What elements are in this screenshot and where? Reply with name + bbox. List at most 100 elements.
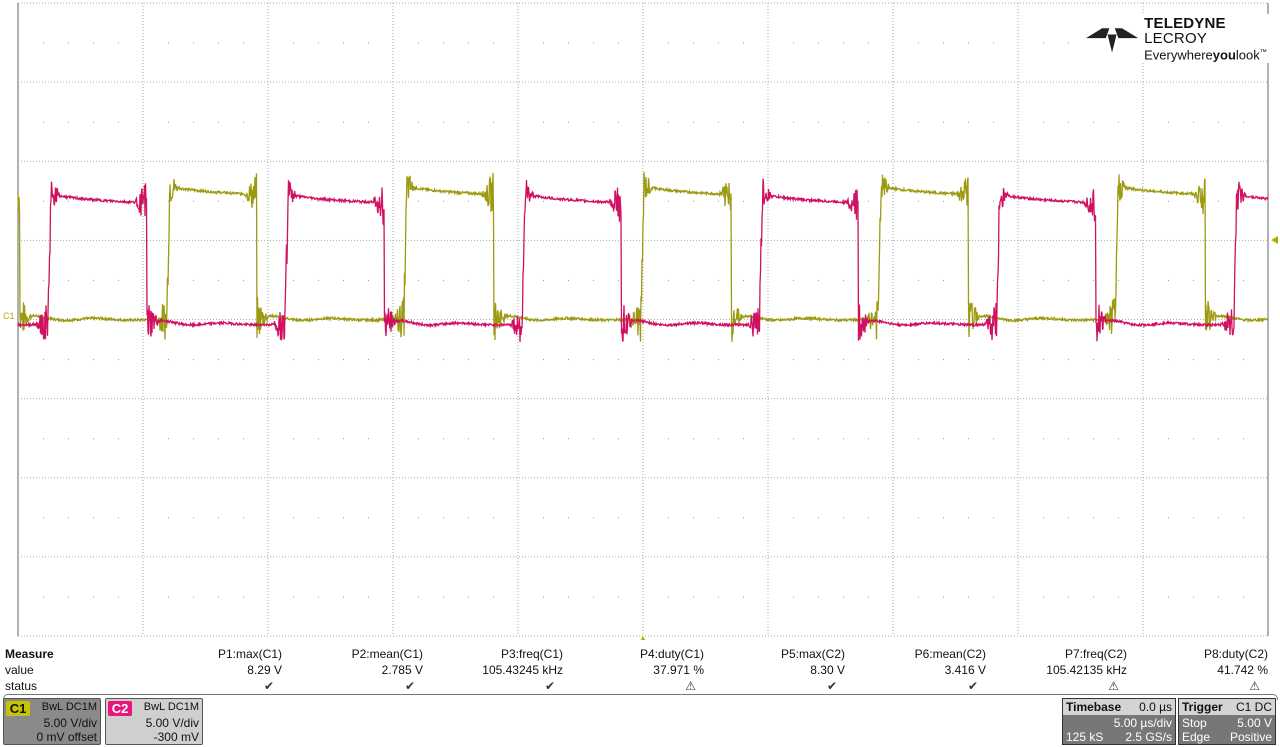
- grid-tick: [568, 121, 569, 123]
- grid-tick: [318, 359, 319, 361]
- measure-table[interactable]: Measure value status P1:max(C1) 8.29 V ✔ P2…: [0, 646, 1280, 694]
- grid-tick: [718, 596, 719, 598]
- graticule: [17, 2, 1269, 637]
- grid-tick: [843, 42, 844, 44]
- grid-tick: [1043, 438, 1044, 440]
- grid-tick: [1043, 42, 1044, 44]
- trigger-slope: Positive: [1229, 730, 1272, 744]
- grid-tick: [568, 359, 569, 361]
- grid-tick: [293, 359, 294, 361]
- grid-tick: [543, 438, 544, 440]
- grid-tick: [668, 438, 669, 440]
- grid-tick: [618, 359, 619, 361]
- grid-tick: [443, 279, 444, 281]
- grid-tick: [818, 596, 819, 598]
- grid-tick: [543, 42, 544, 44]
- grid-tick: [493, 517, 494, 519]
- grid-tick: [343, 359, 344, 361]
- status-row-label: status: [5, 679, 38, 693]
- timebase-descriptor[interactable]: Timebase 0.0 µs 5.00 µs/div 125 kS 2.5 GS…: [1062, 698, 1176, 745]
- grid-tick: [993, 279, 994, 281]
- grid-tick: [468, 42, 469, 44]
- grid-tick: [68, 438, 69, 440]
- grid-tick: [468, 200, 469, 202]
- grid-tick: [343, 438, 344, 440]
- trigger-descriptor[interactable]: Trigger C1 DC Stop 5.00 V Edge Positive: [1178, 698, 1276, 745]
- grid-tick: [693, 42, 694, 44]
- grid-tick: [693, 596, 694, 598]
- grid-tick: [193, 279, 194, 281]
- check-icon: ✔: [263, 679, 274, 693]
- grid-tick: [293, 438, 294, 440]
- grid-tick: [368, 596, 369, 598]
- grid-tick: [93, 121, 94, 123]
- grid-tick: [443, 359, 444, 361]
- grid-tick: [968, 359, 969, 361]
- trigger-title: Trigger: [1182, 700, 1223, 714]
- trigger-position-marker[interactable]: [639, 636, 647, 640]
- grid-tick: [1243, 279, 1244, 281]
- param-name: P6:mean(C2): [914, 647, 986, 661]
- param-name: P1:max(C1): [217, 647, 282, 661]
- trigger-level-marker[interactable]: [1271, 236, 1278, 244]
- grid-tick: [1068, 279, 1069, 281]
- grid-tick: [468, 359, 469, 361]
- grid-tick: [1168, 279, 1169, 281]
- grid-tick: [1118, 200, 1119, 202]
- grid-tick: [793, 121, 794, 123]
- grid-tick: [243, 121, 244, 123]
- grid-tick: [443, 438, 444, 440]
- grid-tick: [1093, 596, 1094, 598]
- trace-c1: [17, 172, 1269, 342]
- grid-tick: [943, 200, 944, 202]
- grid-tick: [118, 438, 119, 440]
- param-value: 8.30 V: [810, 663, 845, 677]
- channel-c1-descriptor[interactable]: C1 BwL DC1M 5.00 V/div 0 mV offset: [3, 698, 101, 745]
- c1-tag: C1: [6, 701, 30, 716]
- grid-tick: [843, 438, 844, 440]
- grid-tick: [118, 596, 119, 598]
- grid-tick: [693, 200, 694, 202]
- grid-tick: [743, 596, 744, 598]
- grid-tick: [868, 359, 869, 361]
- grid-tick: [443, 121, 444, 123]
- grid-tick: [493, 438, 494, 440]
- grid-tick: [168, 596, 169, 598]
- grid-tick: [493, 596, 494, 598]
- grid-tick: [793, 438, 794, 440]
- grid-tick: [293, 200, 294, 202]
- grid-tick: [218, 596, 219, 598]
- grid-tick: [118, 121, 119, 123]
- c2-scale: 5.00 V/div: [145, 716, 199, 730]
- grid-tick: [918, 200, 919, 202]
- grid-tick: [793, 279, 794, 281]
- grid-tick: [593, 438, 594, 440]
- grid-tick: [718, 121, 719, 123]
- grid-tick: [368, 42, 369, 44]
- grid-tick: [718, 42, 719, 44]
- grid-tick: [718, 279, 719, 281]
- grid-tick: [243, 200, 244, 202]
- grid-tick: [1043, 200, 1044, 202]
- c2-offset: -300 mV: [153, 730, 199, 744]
- grid-tick: [593, 517, 594, 519]
- grid-tick: [343, 121, 344, 123]
- channel-c2-descriptor[interactable]: C2 BwL DC1M 5.00 V/div -300 mV: [105, 698, 203, 745]
- grid-tick: [843, 359, 844, 361]
- c1-scale: 5.00 V/div: [43, 716, 97, 730]
- grid-tick: [693, 359, 694, 361]
- grid-tick: [543, 359, 544, 361]
- grid-tick: [993, 200, 994, 202]
- logo-tagline: Everywhere: [1144, 47, 1213, 63]
- grid-tick: [243, 596, 244, 598]
- grid-tick: [543, 200, 544, 202]
- grid-tick: [1068, 359, 1069, 361]
- waveform-display[interactable]: C1: [0, 0, 1280, 640]
- grid-tick: [818, 279, 819, 281]
- grid-tick: [1193, 121, 1194, 123]
- grid-tick: [743, 42, 744, 44]
- c1-offset: 0 mV offset: [36, 730, 97, 744]
- grid-tick: [118, 42, 119, 44]
- grid-tick: [543, 279, 544, 281]
- grid-tick: [743, 279, 744, 281]
